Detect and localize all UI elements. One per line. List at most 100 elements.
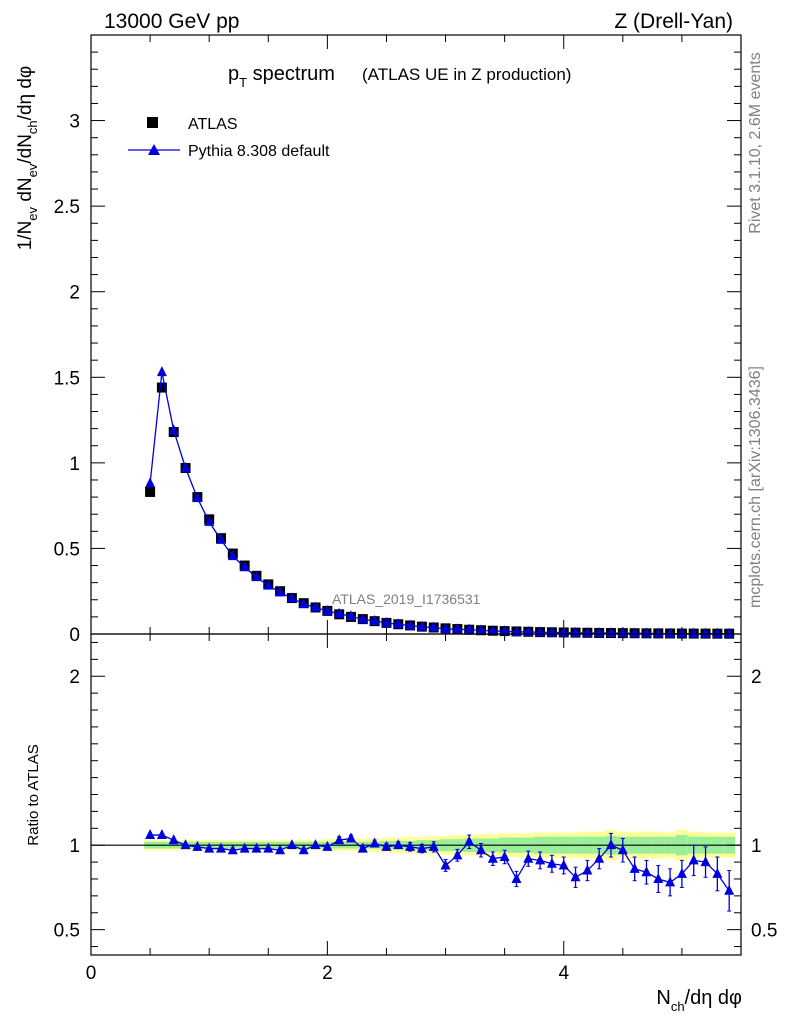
ratio-pythia-point — [334, 834, 345, 845]
ratio-pythia-point — [487, 852, 498, 863]
ratio-pythia-point — [310, 839, 321, 850]
pythia-point — [700, 627, 711, 638]
legend-label-atlas: ATLAS — [188, 116, 238, 133]
atlas-point — [156, 382, 167, 393]
ratio-pythia-point — [357, 842, 368, 853]
ratio-axis-label: Ratio to ATLAS — [25, 744, 42, 845]
ratio-pythia-point — [641, 866, 652, 877]
ratio-tick-label: 2 — [69, 667, 80, 688]
ratio-pythia-point — [476, 844, 486, 855]
header-collision-label: 13000 GeV pp — [104, 10, 239, 33]
pythia-point — [145, 477, 156, 488]
pythia-point — [428, 621, 439, 632]
ratio-pythia-point — [416, 842, 427, 853]
ratio-pythia-point — [239, 842, 250, 853]
ratio-pythia-point — [180, 839, 191, 850]
y-tick-label: 1.5 — [54, 368, 80, 389]
ratio-pythia-point — [700, 856, 711, 867]
pythia-point — [452, 623, 463, 634]
y-tick-label: 0.5 — [54, 539, 80, 560]
legend-marker-atlas — [147, 117, 158, 128]
y-tick-label: 0 — [69, 625, 80, 646]
pythia-point — [334, 607, 345, 618]
legend-marker-pythia — [148, 144, 160, 155]
ratio-tick-label-right: 0.5 — [751, 921, 777, 942]
rivet-label: Rivet 3.1.10, 2.6M events — [747, 52, 764, 233]
ratio-pythia-point — [511, 872, 522, 883]
pythia-point — [310, 601, 321, 612]
legend-label-pythia: Pythia 8.308 default — [188, 143, 330, 160]
ratio-pythia-point — [369, 837, 380, 848]
pythia-point — [665, 627, 676, 638]
ratio-pythia-point — [606, 839, 616, 850]
ratio-pythia-point — [440, 859, 451, 870]
pythia-point — [724, 627, 735, 638]
ratio-pythia-point — [629, 862, 640, 873]
chart-title: pT spectrum — [228, 63, 335, 90]
analysis-tag: ATLAS_2019_I1736531 — [332, 591, 481, 607]
atlas-point — [145, 486, 156, 497]
ratio-pythia-point — [346, 832, 356, 843]
ratio-pythia-point — [570, 871, 581, 882]
pythia-point — [204, 515, 215, 526]
ratio-tick-label-right: 2 — [751, 667, 762, 688]
x-tick-label: 2 — [322, 963, 333, 984]
y-tick-label: 3 — [69, 112, 80, 133]
ratio-pythia-point — [499, 851, 510, 862]
pythia-point — [464, 623, 475, 634]
x-tick-label: 4 — [558, 963, 569, 984]
pythia-point — [653, 627, 664, 638]
pythia-point — [369, 614, 380, 625]
ratio-pythia-point — [452, 849, 463, 860]
ratio-pythia-point — [204, 842, 215, 853]
pythia-point — [156, 366, 167, 377]
ratio-pythia-point — [393, 839, 404, 850]
ratio-pythia-point — [405, 840, 416, 851]
ratio-pythia-point — [322, 840, 333, 851]
pythia-point — [476, 624, 486, 635]
pythia-point — [393, 618, 404, 629]
y-tick-label: 2 — [69, 283, 80, 304]
ratio-pythia-point — [286, 839, 297, 850]
mcplots-label: mcplots.cern.ch [arXiv:1306.3436] — [747, 366, 764, 608]
pythia-point — [322, 605, 333, 616]
ratio-tick-label: 0.5 — [54, 921, 80, 942]
ratio-pythia-point — [263, 842, 274, 853]
ratio-pythia-point — [227, 844, 238, 855]
ratio-pythia-point — [523, 852, 534, 863]
main-axis-ticks: 0 0.5 1 1.5 2 2.5 3 — [54, 35, 742, 646]
ratio-pythia-point — [558, 859, 569, 870]
pythia-point — [440, 623, 451, 634]
pythia-point — [298, 598, 309, 609]
ratio-axis-ticks: 0 2 4 0.5 0.5 1 1 2 2 — [54, 634, 777, 984]
ratio-pythia-point — [653, 872, 664, 883]
chart-subtitle: (ATLAS UE in Z production) — [362, 65, 571, 84]
ratio-pythia-point — [381, 840, 392, 851]
pythia-point — [286, 592, 297, 603]
x-axis-label: Nch/dη dφ — [656, 987, 742, 1014]
ratio-pythia-point — [192, 840, 203, 851]
ratio-pythia-point — [594, 852, 605, 863]
ratio-pythia-point — [724, 884, 735, 895]
ratio-pythia-point — [676, 867, 687, 878]
ratio-pythia-point — [688, 854, 699, 865]
pythia-point — [405, 619, 416, 630]
pythia-point — [629, 627, 640, 638]
pythia-point — [416, 620, 427, 631]
ratio-tick-label-right: 1 — [751, 836, 762, 857]
ratio-tick-label: 1 — [69, 836, 80, 857]
ratio-pythia-point — [546, 857, 557, 868]
ratio-pythia-point — [145, 829, 156, 840]
x-tick-label: 0 — [86, 963, 97, 984]
pythia-point — [227, 550, 238, 561]
ratio-pythia-point — [582, 864, 593, 875]
pythia-point — [180, 461, 191, 472]
pythia-point — [192, 491, 203, 502]
ratio-pythia-point — [712, 867, 723, 878]
y-axis-label: 1/Nev dNev/dNch/dη dφ — [15, 66, 40, 251]
ratio-pythia-point — [168, 834, 179, 845]
pythia-point — [487, 624, 498, 635]
ratio-pythia-point — [617, 844, 628, 855]
ratio-pythia-point — [665, 876, 676, 887]
ratio-pythia-point — [216, 842, 226, 853]
